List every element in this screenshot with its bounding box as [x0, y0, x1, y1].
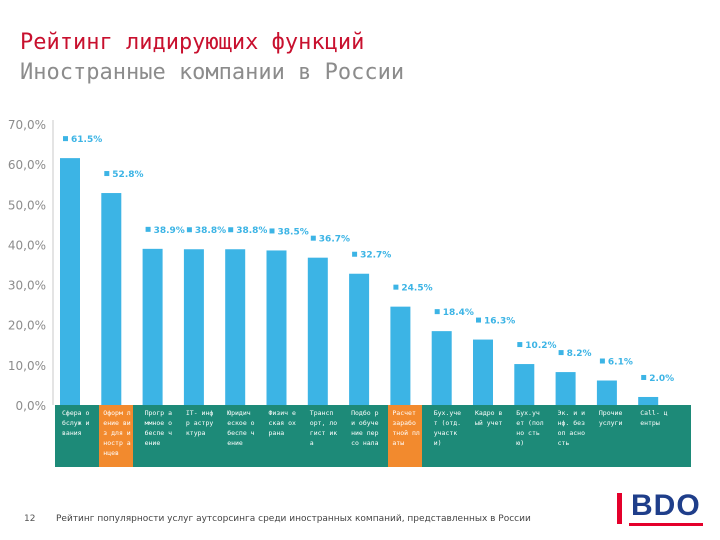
y-tick-label: 40,0% — [8, 238, 46, 252]
y-tick-label: 20,0% — [8, 319, 46, 333]
bar — [142, 248, 163, 405]
value-label: 38.9% — [154, 226, 185, 236]
bar — [225, 249, 246, 405]
y-tick-label: 60,0% — [8, 158, 46, 172]
value-marker — [186, 227, 192, 233]
value-marker — [641, 374, 647, 380]
y-axis: 0,0% 10,0% 20,0% 30,0% 40,0% 50,0% 60,0% 70,0% — [8, 118, 54, 413]
page-number: 12 — [24, 514, 36, 524]
value-label: 38.8% — [236, 226, 267, 236]
value-marker — [63, 136, 68, 142]
bar — [307, 257, 328, 405]
bar — [60, 158, 80, 405]
value-marker — [393, 284, 399, 290]
category-label: Бух.уч ет (полно стью) — [516, 409, 544, 447]
category-label: Эк. и инф. безоп асно сть — [557, 409, 585, 447]
value-marker — [434, 309, 440, 315]
logo-underline — [629, 523, 703, 526]
category-label: Call- центры — [640, 409, 668, 427]
value-marker — [269, 228, 275, 234]
bar — [101, 193, 122, 405]
value-label: 16.3% — [484, 317, 515, 327]
value-marker — [104, 171, 110, 177]
value-marker — [517, 342, 523, 348]
category-strip — [55, 405, 691, 467]
category-label: Прогр аммное обеспе чение — [144, 409, 172, 447]
category-label: Бух.учет (отд. участки) — [433, 409, 462, 447]
y-tick-label: 0,0% — [16, 399, 47, 413]
bar — [596, 380, 617, 405]
slide-title: Рейтинг лидирующих функций — [20, 30, 365, 55]
bar — [431, 331, 452, 405]
value-marker — [352, 251, 358, 257]
category-label: Физич еская охрана — [268, 409, 296, 437]
y-tick-label: 50,0% — [8, 198, 46, 212]
category-label: Расчет зарабо тной платы — [388, 405, 423, 467]
value-markers — [63, 136, 647, 380]
value-marker — [558, 350, 564, 356]
bar — [349, 273, 370, 405]
category-label: Сфера обслуж ивания — [62, 409, 90, 437]
bar — [266, 250, 287, 405]
value-label: 38.8% — [195, 226, 226, 236]
value-label: 2.0% — [649, 374, 674, 384]
value-label: 38.5% — [278, 227, 309, 237]
value-marker — [599, 358, 605, 364]
category-label: Оформ ление виз для иностр анцев — [99, 405, 134, 467]
bar — [638, 396, 659, 405]
logo-text: BDO — [631, 489, 701, 522]
category-label: Юридич еское обеспе чение — [227, 409, 255, 447]
value-label: 61.5% — [71, 135, 102, 145]
value-label: 10.2% — [525, 341, 556, 351]
value-label: 32.7% — [360, 251, 391, 261]
value-label: 36.7% — [319, 235, 350, 245]
value-label: 52.8% — [112, 170, 143, 180]
value-label: 6.1% — [608, 358, 633, 368]
bar — [555, 372, 576, 405]
category-label: Прочие услуги — [598, 409, 623, 427]
y-tick-label: 70,0% — [8, 118, 46, 132]
footer-caption: Рейтинг популярности услуг аутсорсинга с… — [56, 514, 531, 524]
y-tick-label: 30,0% — [8, 279, 46, 293]
value-label: 8.2% — [567, 349, 592, 359]
bar — [183, 249, 204, 405]
value-label: 24.5% — [401, 284, 432, 294]
category-label: Кадро вый учет — [475, 409, 503, 427]
bar — [473, 339, 493, 405]
bar — [390, 306, 411, 405]
value-label: 18.4% — [443, 308, 474, 318]
value-labels: 61.5% 52.8% 38.9% 38.8% 38.8% 38.5% 36.7% 32.7%… — [71, 135, 674, 384]
category-label: IT- инфр астру ктура — [185, 409, 214, 437]
bdo-logo: BDO — [617, 489, 705, 526]
logo-red-bar — [617, 493, 622, 524]
value-marker — [310, 235, 316, 241]
y-tick-label: 10,0% — [8, 359, 46, 373]
category-label: Подбо р и обуче ние персо нала — [351, 409, 379, 447]
bars — [60, 158, 659, 405]
value-marker — [228, 227, 234, 233]
slide-subtitle: Иностранные компании в России — [20, 60, 405, 85]
bar — [514, 364, 535, 405]
category-label: Трансп орт, логист ика — [309, 409, 338, 447]
value-marker — [476, 317, 481, 323]
value-marker — [145, 226, 151, 232]
